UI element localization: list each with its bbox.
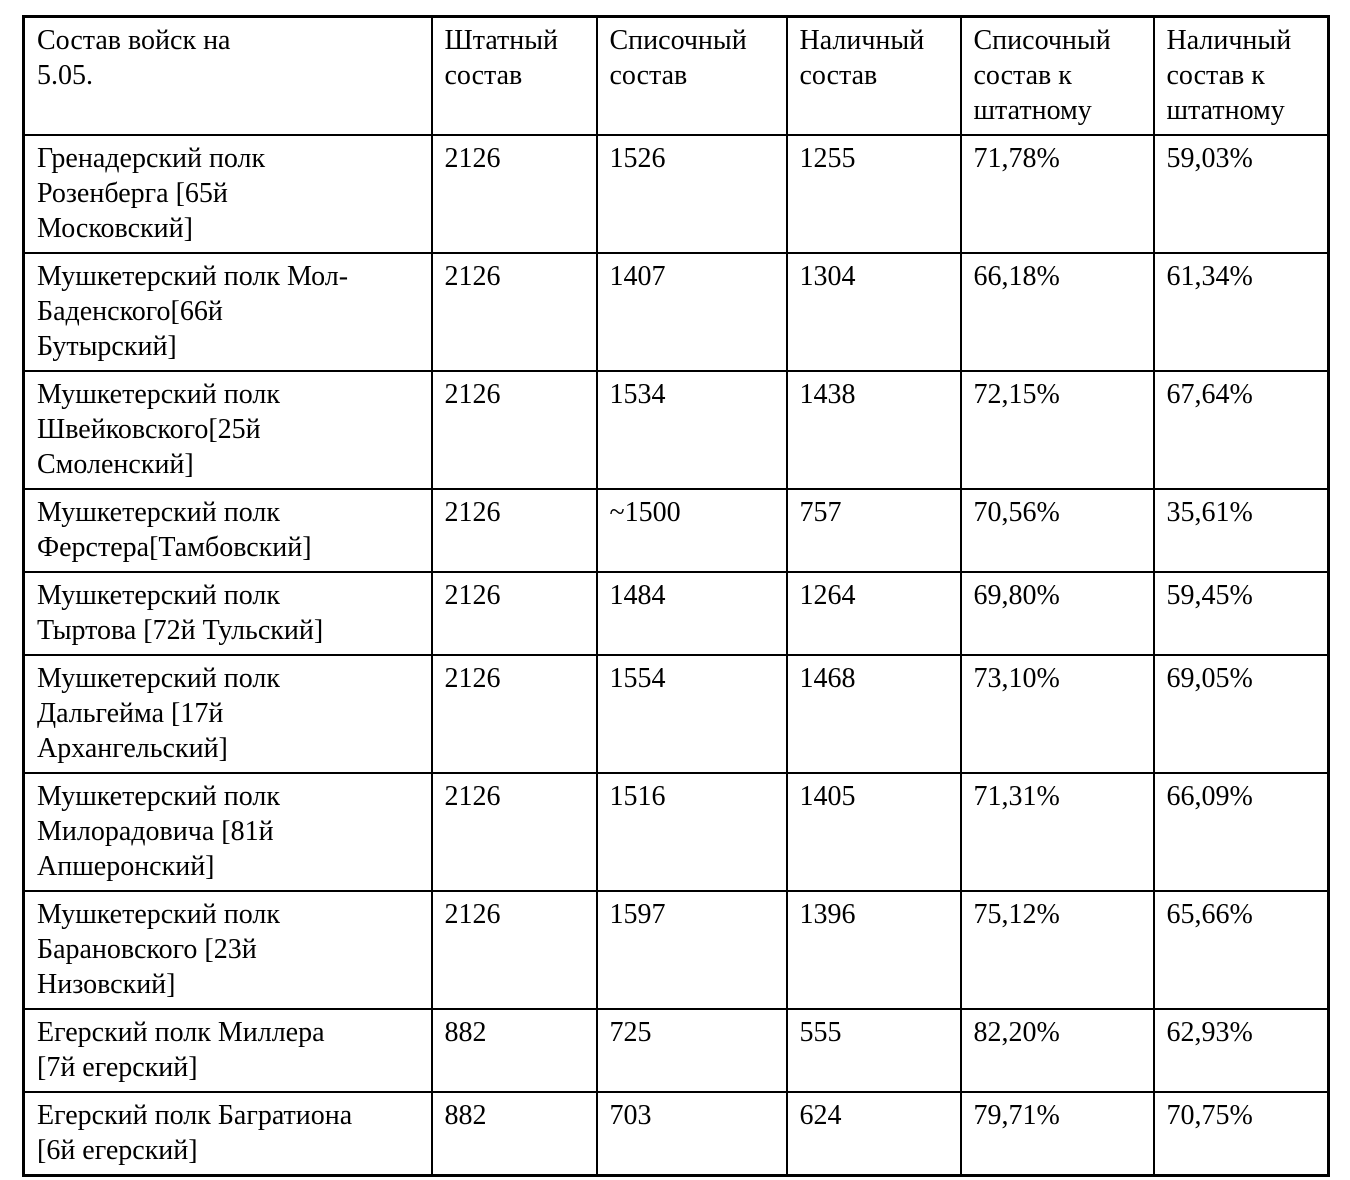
shtat-cell: 2126 (430, 571, 598, 656)
nalich-cell: 1405 (785, 772, 962, 892)
spis-cell: 1597 (595, 890, 788, 1010)
unit-name-cell: Мушкетерский полк Милорадовича [81й Апше… (22, 772, 433, 892)
nalich-cell: 1468 (785, 654, 962, 774)
header-unit: Состав войск на 5.05. (22, 15, 433, 136)
shtat-cell: 2126 (430, 252, 598, 372)
unit-name-cell: Мушкетерский полк Барановского [23й Низо… (22, 890, 433, 1010)
unit-name-cell: Мушкетерский полк Мол- Баденского[66й Бу… (22, 252, 433, 372)
table-row: Мушкетерский полк Тыртова [72й Тульский]… (22, 571, 1330, 656)
spis-pct-cell: 82,20% (959, 1008, 1155, 1093)
shtat-cell: 882 (430, 1008, 598, 1093)
spis-pct-cell: 73,10% (959, 654, 1155, 774)
shtat-cell: 2126 (430, 654, 598, 774)
nalich-pct-cell: 59,03% (1152, 134, 1330, 254)
unit-name-cell: Мушкетерский полк Дальгейма [17й Арханге… (22, 654, 433, 774)
shtat-cell: 2126 (430, 134, 598, 254)
spis-cell: 1516 (595, 772, 788, 892)
header-spisochny-sostav: Списочный состав (595, 15, 788, 136)
nalich-pct-cell: 62,93% (1152, 1008, 1330, 1093)
shtat-cell: 2126 (430, 890, 598, 1010)
spis-cell: ~1500 (595, 488, 788, 573)
spis-cell: 1484 (595, 571, 788, 656)
header-nalichny-sostav: Наличный состав (785, 15, 962, 136)
table-row: Гренадерский полк Розенберга [65й Москов… (22, 134, 1330, 254)
spis-pct-cell: 70,56% (959, 488, 1155, 573)
spis-cell: 725 (595, 1008, 788, 1093)
nalich-pct-cell: 67,64% (1152, 370, 1330, 490)
header-row: Состав войск на 5.05. Штатный состав Спи… (22, 15, 1330, 136)
table-row: Мушкетерский полк Барановского [23й Низо… (22, 890, 1330, 1010)
table-row: Мушкетерский полк Мол- Баденского[66й Бу… (22, 252, 1330, 372)
spis-pct-cell: 71,78% (959, 134, 1155, 254)
table-row: Мушкетерский полк Дальгейма [17й Арханге… (22, 654, 1330, 774)
spis-cell: 1534 (595, 370, 788, 490)
shtat-cell: 2126 (430, 370, 598, 490)
table-row: Мушкетерский полк Швейковского[25й Смоле… (22, 370, 1330, 490)
spis-cell: 1407 (595, 252, 788, 372)
table-row: Егерский полк Багратиона [6й егерский] 8… (22, 1091, 1330, 1177)
table-row: Мушкетерский полк Ферстера[Тамбовский] 2… (22, 488, 1330, 573)
spis-pct-cell: 75,12% (959, 890, 1155, 1010)
shtat-cell: 2126 (430, 772, 598, 892)
nalich-cell: 757 (785, 488, 962, 573)
spis-cell: 703 (595, 1091, 788, 1177)
spis-pct-cell: 69,80% (959, 571, 1155, 656)
unit-name-cell: Мушкетерский полк Швейковского[25й Смоле… (22, 370, 433, 490)
nalich-pct-cell: 65,66% (1152, 890, 1330, 1010)
shtat-cell: 2126 (430, 488, 598, 573)
troops-strength-table: Состав войск на 5.05. Штатный состав Спи… (22, 15, 1330, 1177)
unit-name-cell: Мушкетерский полк Ферстера[Тамбовский] (22, 488, 433, 573)
nalich-cell: 1396 (785, 890, 962, 1010)
spis-pct-cell: 66,18% (959, 252, 1155, 372)
unit-name-cell: Егерский полк Миллера [7й егерский] (22, 1008, 433, 1093)
nalich-cell: 1264 (785, 571, 962, 656)
nalich-cell: 1255 (785, 134, 962, 254)
unit-name-cell: Гренадерский полк Розенберга [65й Москов… (22, 134, 433, 254)
spis-pct-cell: 79,71% (959, 1091, 1155, 1177)
nalich-pct-cell: 66,09% (1152, 772, 1330, 892)
nalich-pct-cell: 69,05% (1152, 654, 1330, 774)
nalich-cell: 1438 (785, 370, 962, 490)
spis-pct-cell: 72,15% (959, 370, 1155, 490)
header-shtatny-sostav: Штатный состав (430, 15, 598, 136)
nalich-cell: 555 (785, 1008, 962, 1093)
shtat-cell: 882 (430, 1091, 598, 1177)
spis-pct-cell: 71,31% (959, 772, 1155, 892)
unit-name-cell: Мушкетерский полк Тыртова [72й Тульский] (22, 571, 433, 656)
nalich-pct-cell: 35,61% (1152, 488, 1330, 573)
header-nalichny-to-shtatny: Наличный состав к штатному (1152, 15, 1330, 136)
nalich-pct-cell: 70,75% (1152, 1091, 1330, 1177)
nalich-pct-cell: 61,34% (1152, 252, 1330, 372)
nalich-cell: 1304 (785, 252, 962, 372)
table-row: Егерский полк Миллера [7й егерский] 882 … (22, 1008, 1330, 1093)
nalich-cell: 624 (785, 1091, 962, 1177)
spis-cell: 1526 (595, 134, 788, 254)
spis-cell: 1554 (595, 654, 788, 774)
header-spisochny-to-shtatny: Списочный состав к штатному (959, 15, 1155, 136)
unit-name-cell: Егерский полк Багратиона [6й егерский] (22, 1091, 433, 1177)
table-row: Мушкетерский полк Милорадовича [81й Апше… (22, 772, 1330, 892)
nalich-pct-cell: 59,45% (1152, 571, 1330, 656)
